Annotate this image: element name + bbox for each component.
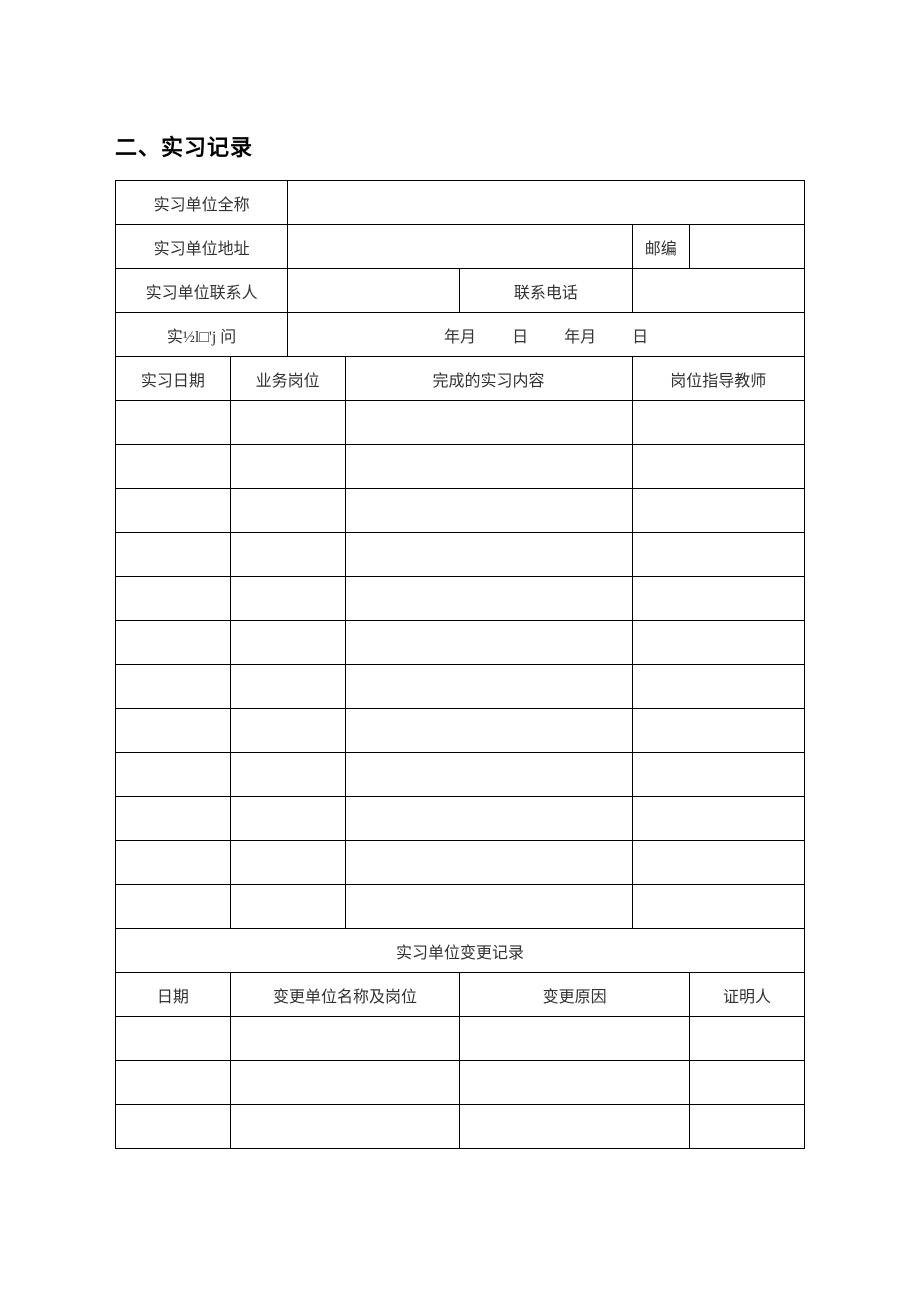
col-change-reason: 变更原因 xyxy=(460,973,690,1017)
period-ym2: 年月 xyxy=(564,323,596,347)
internship-table: 实习单位全称 实习单位地址 邮编 实习单位联系人 联系电话 实½l□'j 问 年… xyxy=(115,180,805,1149)
period-ym1: 年月 xyxy=(444,323,476,347)
record-row xyxy=(116,665,805,709)
col-change-date: 日期 xyxy=(116,973,231,1017)
record-row xyxy=(116,621,805,665)
col-instructor: 岗位指导教师 xyxy=(632,357,804,401)
col-content: 完成的实习内容 xyxy=(345,357,632,401)
record-row xyxy=(116,753,805,797)
row-unit-address: 实习单位地址 邮编 xyxy=(116,225,805,269)
value-contact-phone xyxy=(632,269,804,313)
col-change-unit-position: 变更单位名称及岗位 xyxy=(230,973,460,1017)
label-period: 实½l□'j 问 xyxy=(116,313,288,357)
change-row xyxy=(116,1061,805,1105)
page: 二、实习记录 实习单位全称 实习单位地址 邮编 实习单位联系人 联系电话 xyxy=(115,130,805,1149)
record-row xyxy=(116,709,805,753)
row-change-title: 实习单位变更记录 xyxy=(116,929,805,973)
col-change-witness: 证明人 xyxy=(689,973,804,1017)
record-row xyxy=(116,885,805,929)
row-period: 实½l□'j 问 年月 日 年月 日 xyxy=(116,313,805,357)
change-row xyxy=(116,1105,805,1149)
row-unit-contact: 实习单位联系人 联系电话 xyxy=(116,269,805,313)
period-d2: 日 xyxy=(632,323,648,347)
col-position: 业务岗位 xyxy=(230,357,345,401)
value-postcode xyxy=(689,225,804,269)
record-row xyxy=(116,797,805,841)
record-row xyxy=(116,841,805,885)
col-date: 实习日期 xyxy=(116,357,231,401)
period-d1: 日 xyxy=(512,323,528,347)
value-period: 年月 日 年月 日 xyxy=(288,313,805,357)
change-section-title: 实习单位变更记录 xyxy=(116,929,805,973)
record-row xyxy=(116,489,805,533)
change-row xyxy=(116,1017,805,1061)
record-row xyxy=(116,577,805,621)
value-unit-full-name xyxy=(288,181,805,225)
record-row xyxy=(116,533,805,577)
value-unit-contact xyxy=(288,269,460,313)
row-unit-full-name: 实习单位全称 xyxy=(116,181,805,225)
section-title: 二、实习记录 xyxy=(115,130,805,162)
label-postcode: 邮编 xyxy=(632,225,689,269)
value-unit-address xyxy=(288,225,632,269)
record-row xyxy=(116,445,805,489)
label-unit-contact: 实习单位联系人 xyxy=(116,269,288,313)
record-row xyxy=(116,401,805,445)
row-record-header: 实习日期 业务岗位 完成的实习内容 岗位指导教师 xyxy=(116,357,805,401)
label-unit-full-name: 实习单位全称 xyxy=(116,181,288,225)
label-contact-phone: 联系电话 xyxy=(460,269,632,313)
label-unit-address: 实习单位地址 xyxy=(116,225,288,269)
row-change-header: 日期 变更单位名称及岗位 变更原因 证明人 xyxy=(116,973,805,1017)
